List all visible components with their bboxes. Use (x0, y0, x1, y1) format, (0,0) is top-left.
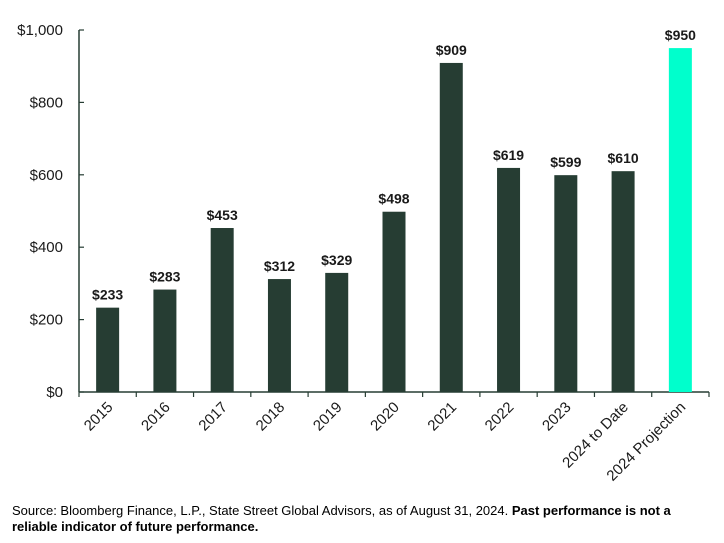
disclaimer-text: Past performance is not a reliable indic… (12, 503, 671, 534)
data-label: $610 (608, 150, 639, 166)
data-label: $599 (550, 154, 581, 170)
bar-2024-projection (668, 48, 692, 392)
x-tick-label: 2015 (81, 399, 117, 435)
bar-2015 (96, 307, 120, 392)
data-label: $909 (436, 42, 467, 58)
bar-2018 (267, 279, 291, 392)
data-label: $950 (665, 27, 696, 43)
data-label: $233 (92, 287, 123, 303)
y-tick-label: $1,000 (17, 22, 63, 39)
bar-chart: $0 $200 $400 $600 $800 $1,000 $233 2015 $283 2016… (17, 22, 710, 485)
bar-2021 (439, 62, 463, 392)
bar-2016 (153, 289, 177, 392)
x-tick-label: 2023 (539, 399, 575, 435)
data-label: $283 (149, 269, 180, 285)
y-tick-label: $200 (30, 312, 63, 329)
x-tick-label: 2019 (310, 399, 346, 435)
source-note: Source: Bloomberg Finance, L.P., State S… (12, 503, 717, 535)
x-tick-label: 2017 (195, 399, 231, 435)
y-tick-label: $600 (30, 167, 63, 184)
bar-2024-to-date (611, 171, 635, 392)
y-tick-label: $800 (30, 94, 63, 111)
data-label: $453 (207, 207, 238, 223)
y-tick-label: $0 (46, 384, 63, 401)
data-label: $619 (493, 147, 524, 163)
x-tick-label: 2016 (138, 399, 174, 435)
x-tick-label: 2022 (482, 399, 518, 435)
source-text: Source: Bloomberg Finance, L.P., State S… (12, 503, 512, 518)
bar-2019 (325, 272, 349, 392)
y-tick-label: $400 (30, 239, 63, 256)
data-label: $312 (264, 258, 295, 274)
bar-2022 (497, 167, 521, 392)
x-tick-label: 2021 (424, 399, 460, 435)
x-tick-label: 2020 (367, 399, 403, 435)
bar-2023 (554, 175, 578, 392)
data-label: $329 (321, 252, 352, 268)
bar-2017 (210, 228, 234, 392)
bar-2020 (382, 211, 406, 392)
data-label: $498 (378, 191, 409, 207)
x-tick-label: 2018 (253, 399, 289, 435)
